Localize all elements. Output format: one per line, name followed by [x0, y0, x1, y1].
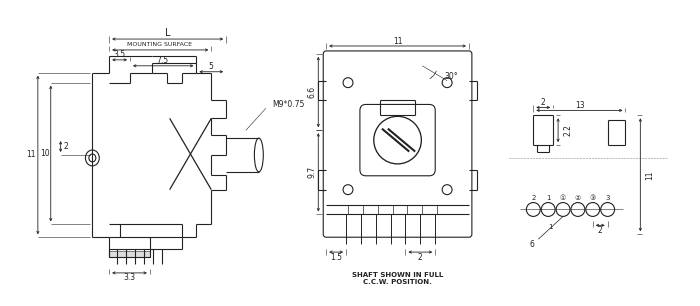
Text: ①: ① — [560, 195, 566, 201]
Text: 9.7: 9.7 — [308, 166, 317, 178]
Text: 30°: 30° — [444, 72, 458, 81]
Text: 7.5: 7.5 — [157, 56, 169, 65]
Text: C.C.W. POSITION.: C.C.W. POSITION. — [363, 279, 432, 285]
Text: SHAFT SHOWN IN FULL: SHAFT SHOWN IN FULL — [352, 272, 443, 278]
Text: M9*0.75: M9*0.75 — [273, 100, 305, 109]
Text: ③: ③ — [589, 195, 596, 201]
Text: 3: 3 — [606, 195, 610, 201]
Text: L: L — [165, 28, 170, 38]
Bar — [109, 251, 150, 257]
Text: 5: 5 — [209, 62, 214, 71]
Text: ②: ② — [575, 195, 581, 201]
Text: 2: 2 — [63, 142, 68, 151]
Text: MOUNTING SURFACE: MOUNTING SURFACE — [127, 43, 192, 47]
Text: 10: 10 — [40, 148, 50, 158]
Text: 1.5: 1.5 — [330, 252, 342, 262]
Text: 6: 6 — [530, 240, 535, 249]
Text: 1: 1 — [546, 195, 550, 201]
Text: 1: 1 — [548, 224, 552, 230]
FancyBboxPatch shape — [360, 104, 435, 176]
Text: 11: 11 — [393, 36, 402, 46]
Text: 3.3: 3.3 — [123, 273, 135, 282]
Text: 11: 11 — [26, 151, 36, 159]
Text: 11: 11 — [645, 170, 654, 180]
Text: 13: 13 — [575, 101, 584, 110]
Text: 2: 2 — [418, 252, 423, 262]
Text: 3.5: 3.5 — [113, 50, 125, 59]
Text: 2.2: 2.2 — [564, 124, 573, 136]
FancyBboxPatch shape — [323, 51, 472, 237]
Text: 2: 2 — [597, 226, 602, 235]
Text: 2: 2 — [541, 98, 545, 107]
Text: 2: 2 — [531, 195, 536, 201]
Text: 6.6: 6.6 — [308, 85, 317, 98]
